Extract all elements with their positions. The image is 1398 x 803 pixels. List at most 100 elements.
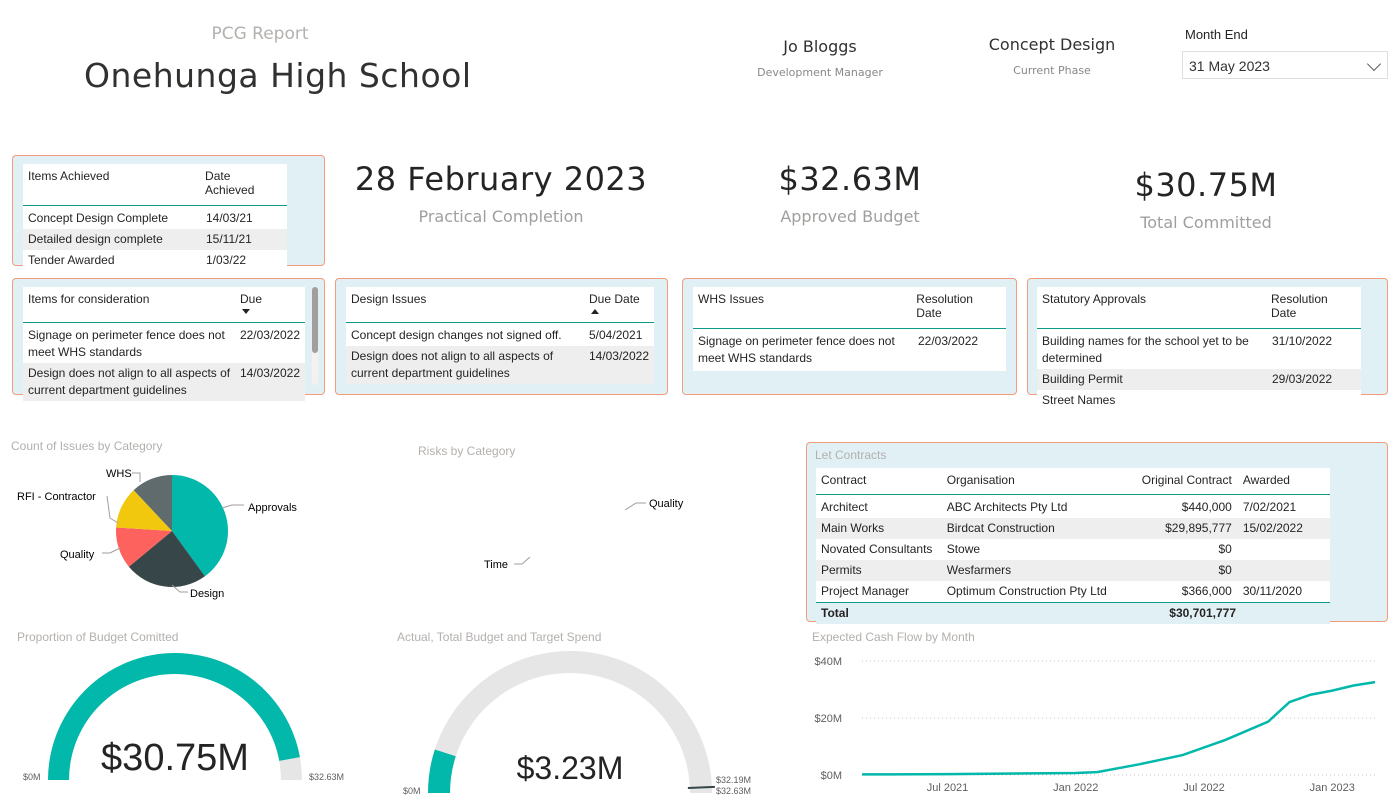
table-row[interactable]: Concept design changes not signed off. 5… <box>346 323 654 346</box>
table-row[interactable]: Signage on perimeter fence does not meet… <box>23 323 305 363</box>
items-achieved-panel: Items Achieved Date Achieved Concept Des… <box>12 155 325 271</box>
total-row: Total $30,701,777 <box>816 602 1330 624</box>
cell: Novated Consultants <box>821 542 933 556</box>
table-row[interactable]: Architect ABC Architects Pty Ltd $440,00… <box>816 495 1330 518</box>
table-row[interactable]: Signage on perimeter fence does not meet… <box>693 329 1006 371</box>
committed-label: Total Committed <box>1140 213 1272 232</box>
total-label: Total <box>821 606 849 620</box>
actual-budget-gauge[interactable]: $3.23M $0M $32.19M $32.63M <box>380 645 780 803</box>
cell: Permits <box>821 563 862 577</box>
table-row[interactable]: Design does not align to all aspects of … <box>346 346 654 384</box>
cell: 15/11/21 <box>206 232 252 246</box>
gauge-target-label: $32.19M <box>716 775 751 785</box>
table-row[interactable]: Project Manager Optimum Construction Pty… <box>816 581 1330 602</box>
pie-slices <box>116 475 229 587</box>
cell: $0 <box>1218 563 1232 577</box>
col-header-label: Due Date <box>589 292 640 306</box>
cashflow-line-chart[interactable]: $0M $20M $40M Jul 2021 Jan 2022 Jul 2022 Jan … <box>800 645 1390 803</box>
col-header[interactable]: Original Contract <box>1141 473 1232 487</box>
pie-slice-rfi-contractor[interactable] <box>116 490 172 531</box>
x-tick-label: Jan 2022 <box>1053 782 1098 794</box>
pie-slice-design[interactable] <box>128 531 205 587</box>
pie-slice-quality[interactable] <box>116 527 172 567</box>
cell: 22/03/2022 <box>239 328 300 342</box>
phase-name: Concept Design <box>988 35 1116 54</box>
cell: 5/04/2021 <box>589 328 643 342</box>
table-row[interactable]: Permits Wesfarmers $0 <box>816 560 1330 581</box>
completion-value: 28 February 2023 <box>354 160 648 198</box>
table-row[interactable]: Main Works Birdcat Construction $29,895,… <box>816 518 1330 539</box>
col-header-due-date[interactable]: Due Date <box>589 292 640 314</box>
col-header[interactable]: Items Achieved <box>28 169 110 183</box>
manager-name: Jo Bloggs <box>783 37 857 56</box>
budget-value: $32.63M <box>778 160 922 198</box>
chart-title: Count of Issues by Category <box>11 439 163 453</box>
gauge-fill <box>428 749 456 793</box>
whs-issues-table: WHS Issues Resolution Date Signage on pe… <box>693 287 1006 371</box>
scrollbar[interactable] <box>312 287 318 385</box>
table-row[interactable]: Design does not align to all aspects of … <box>23 363 305 401</box>
table-row[interactable]: Tender Awarded 1/03/22 <box>23 250 287 271</box>
pie-label-quality: Quality <box>649 498 684 510</box>
col-header[interactable]: Statutory Approvals <box>1042 292 1147 306</box>
col-header-due[interactable]: Due <box>240 292 262 314</box>
cell: Birdcat Construction <box>946 521 1055 535</box>
pie-slice-approvals[interactable] <box>172 475 229 577</box>
total-value: $30,701,777 <box>1169 606 1236 620</box>
sort-descending-icon[interactable] <box>242 309 250 314</box>
month-end-label: Month End <box>1185 27 1248 42</box>
sort-ascending-icon[interactable] <box>591 309 599 314</box>
col-header[interactable]: Contract <box>821 473 867 487</box>
whs-issues-panel: WHS Issues Resolution Date Signage on pe… <box>682 278 1017 395</box>
y-tick-label: $0M <box>821 770 842 782</box>
table-row[interactable]: Building Permit 29/03/2022 <box>1037 369 1361 390</box>
cell <box>1232 541 1325 558</box>
scrollbar-thumb[interactable] <box>312 287 318 353</box>
cell: Design does not align to all aspects of … <box>351 349 554 380</box>
budget-label: Approved Budget <box>780 207 920 226</box>
col-header[interactable]: Design Issues <box>351 292 427 306</box>
col-header[interactable]: Resolution Date <box>1270 292 1328 320</box>
design-issues-table: Design Issues Due Date Concept design ch… <box>346 287 654 384</box>
gauge-track <box>428 651 712 793</box>
gauge-min-label: $0M <box>403 786 421 796</box>
chart-title: Proportion of Budget Comitted <box>17 630 179 644</box>
table-row[interactable]: Detailed design complete 15/11/21 <box>23 229 287 250</box>
col-header[interactable]: WHS Issues <box>698 292 765 306</box>
cell: Concept design changes not signed off. <box>351 328 562 342</box>
cell: $366,000 <box>1181 584 1232 598</box>
cell: 14/03/2022 <box>239 366 300 380</box>
pie-leader-lines <box>102 472 244 593</box>
chevron-down-icon[interactable] <box>1366 56 1382 72</box>
issues-pie-chart[interactable]: Approvals Design Quality RFI - Contracto… <box>0 455 330 615</box>
cell: 14/03/21 <box>206 211 253 225</box>
col-header[interactable]: Resolution Date <box>916 292 973 320</box>
col-header[interactable]: Awarded <box>1242 473 1290 487</box>
cell: 22/03/2022 <box>918 334 979 348</box>
design-issues-panel: Design Issues Due Date Concept design ch… <box>335 278 668 395</box>
table-row[interactable]: Novated Consultants Stowe $0 <box>816 539 1330 560</box>
table-row[interactable]: Street Names <box>1037 390 1361 411</box>
col-header[interactable]: Date Achieved <box>205 169 255 197</box>
col-header[interactable]: Items for consideration <box>28 292 150 306</box>
pie-slice-whs[interactable] <box>133 475 172 531</box>
table-row[interactable]: Concept Design Complete 14/03/21 <box>23 206 287 229</box>
chart-title: Expected Cash Flow by Month <box>812 630 975 644</box>
report-tag: PCG Report <box>211 24 309 44</box>
pie-leader-lines <box>514 502 646 565</box>
cell: 14/03/2022 <box>588 349 649 363</box>
cell: Wesfarmers <box>946 563 1012 577</box>
pie-label-approvals: Approvals <box>248 502 297 514</box>
page-title: Onehunga High School <box>84 56 472 95</box>
risks-pie-chart[interactable]: Quality Time <box>400 465 700 600</box>
cell: Street Names <box>1042 393 1116 407</box>
cell: 29/03/2022 <box>1272 372 1333 386</box>
pie-label-design: Design <box>190 588 224 600</box>
pie-label-rfi: RFI - Contractor <box>17 491 96 503</box>
gauge-value: $3.23M <box>517 750 624 786</box>
col-header[interactable]: Organisation <box>946 473 1015 487</box>
cell: 15/02/2022 <box>1242 521 1303 535</box>
table-row[interactable]: Building names for the school yet to be … <box>1037 329 1361 369</box>
month-end-dropdown[interactable]: 31 May 2023 <box>1182 51 1388 79</box>
budget-committed-gauge[interactable]: $30.75M $0M $32.63M <box>0 645 380 803</box>
